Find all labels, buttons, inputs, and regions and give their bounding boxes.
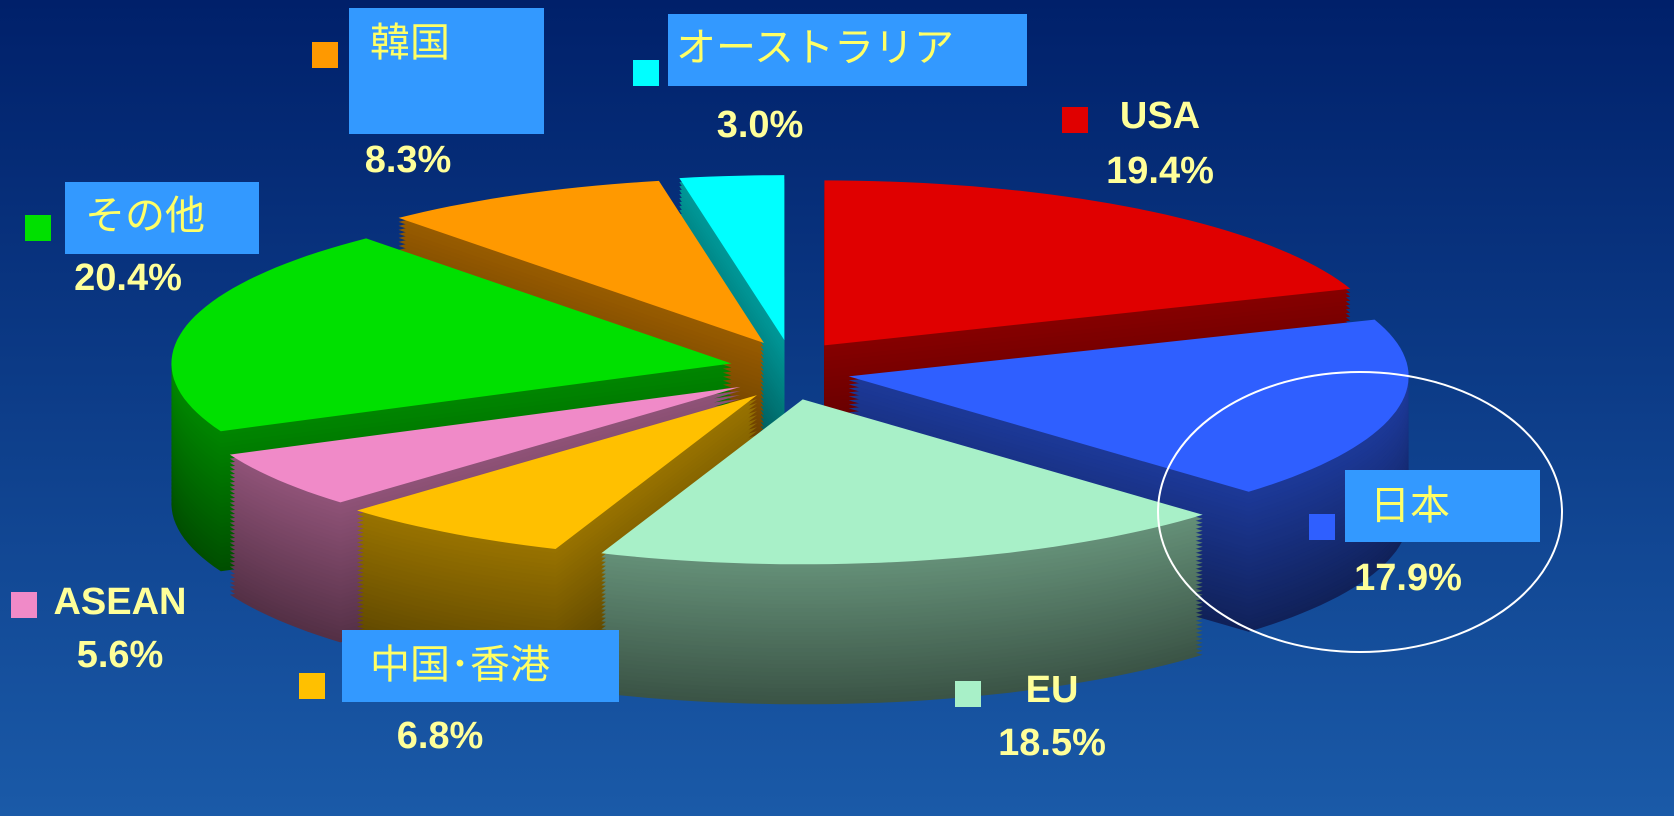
value-label: 18.5% <box>998 722 1106 764</box>
label-box <box>342 630 619 702</box>
slice <box>357 395 758 549</box>
value-label: 17.9% <box>1354 557 1462 599</box>
category-label: オーストラリア <box>676 25 954 71</box>
slice <box>824 180 1351 346</box>
category-label: 韓国 <box>370 20 450 66</box>
category-label: 日本 <box>1370 483 1450 529</box>
label-box <box>65 182 259 254</box>
value-label: 8.3% <box>365 139 452 181</box>
label-box <box>668 14 1027 86</box>
legend-swatch <box>955 681 981 707</box>
category-label: ASEAN <box>53 581 186 623</box>
slice <box>848 319 1409 492</box>
category-label: 中国･香港 <box>370 642 550 688</box>
legend-swatch <box>312 42 338 68</box>
legend-swatch <box>1309 514 1335 540</box>
legend-swatch <box>1062 107 1088 133</box>
category-label: EU <box>1026 669 1079 711</box>
value-label: 3.0% <box>717 104 804 146</box>
legend-swatch <box>25 215 51 241</box>
legend-swatch <box>633 60 659 86</box>
highlight-ellipse <box>1157 371 1563 653</box>
value-label: 19.4% <box>1106 150 1214 192</box>
value-label: 6.8% <box>397 715 484 757</box>
category-label: USA <box>1120 95 1200 137</box>
slice <box>229 386 741 503</box>
category-label: その他 <box>85 193 205 239</box>
label-box <box>1345 470 1540 542</box>
legend-swatch <box>11 592 37 618</box>
slice <box>398 180 764 343</box>
slice <box>601 399 1203 565</box>
legend-swatch <box>299 673 325 699</box>
labels: USA 19.4% 日本 17.9% EU 18.5% 中国･香港 6.8% ASEAN 5.6%… <box>11 8 1540 764</box>
value-label: 5.6% <box>77 634 164 676</box>
value-label: 20.4% <box>74 257 182 299</box>
label-box <box>349 8 544 134</box>
pie <box>171 175 1409 705</box>
slice <box>679 175 785 341</box>
slice <box>171 238 732 432</box>
